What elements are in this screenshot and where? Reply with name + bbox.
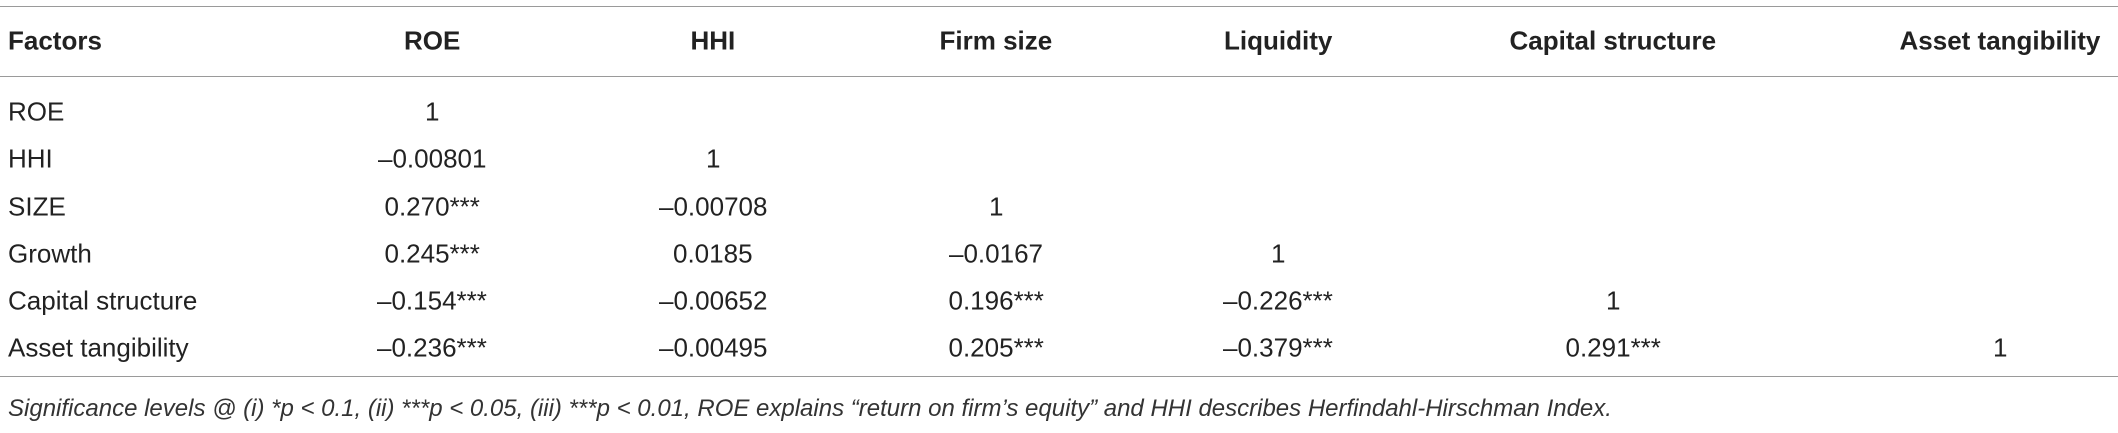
- column-header: Capital structure: [1509, 25, 1717, 56]
- table-cell: 1: [1271, 238, 1286, 269]
- table-cell: –0.379***: [1223, 332, 1333, 363]
- row-label: Capital structure: [8, 285, 198, 316]
- row-label: HHI: [8, 143, 53, 174]
- table-cell: 1: [989, 191, 1004, 222]
- row-label: Asset tangibility: [8, 332, 189, 363]
- table-cell: –0.236***: [377, 332, 487, 363]
- table-cell: –0.00495: [659, 332, 768, 363]
- table-cell: –0.00708: [659, 191, 768, 222]
- top-rule: [0, 6, 2118, 7]
- footnote: Significance levels @ (i) *p < 0.1, (ii)…: [8, 395, 1612, 422]
- row-label: Growth: [8, 238, 92, 269]
- row-label: ROE: [8, 96, 65, 127]
- table-cell: 0.270***: [384, 191, 480, 222]
- table-cell: 0.0185: [673, 238, 753, 269]
- column-header: Factors: [8, 25, 102, 56]
- row-label: SIZE: [8, 191, 66, 222]
- table-cell: 1: [1993, 332, 2008, 363]
- column-header: Liquidity: [1224, 25, 1333, 56]
- table-cell: –0.00652: [659, 285, 768, 316]
- table-cell: 0.291***: [1565, 332, 1661, 363]
- table-cell: –0.154***: [377, 285, 487, 316]
- column-header: Asset tangibility: [1899, 25, 2101, 56]
- table-cell: 1: [1606, 285, 1621, 316]
- table-cell: 0.205***: [948, 332, 1044, 363]
- column-header: ROE: [404, 25, 461, 56]
- header-rule: [0, 76, 2118, 77]
- table-cell: 0.245***: [384, 238, 480, 269]
- table-cell: –0.0167: [949, 238, 1043, 269]
- table-cell: 1: [706, 143, 721, 174]
- table-cell: 0.196***: [948, 285, 1044, 316]
- column-header: HHI: [690, 25, 736, 56]
- bottom-rule: [0, 376, 2118, 377]
- table-cell: 1: [425, 96, 440, 127]
- table-cell: –0.00801: [378, 143, 487, 174]
- column-header: Firm size: [939, 25, 1053, 56]
- table-cell: –0.226***: [1223, 285, 1333, 316]
